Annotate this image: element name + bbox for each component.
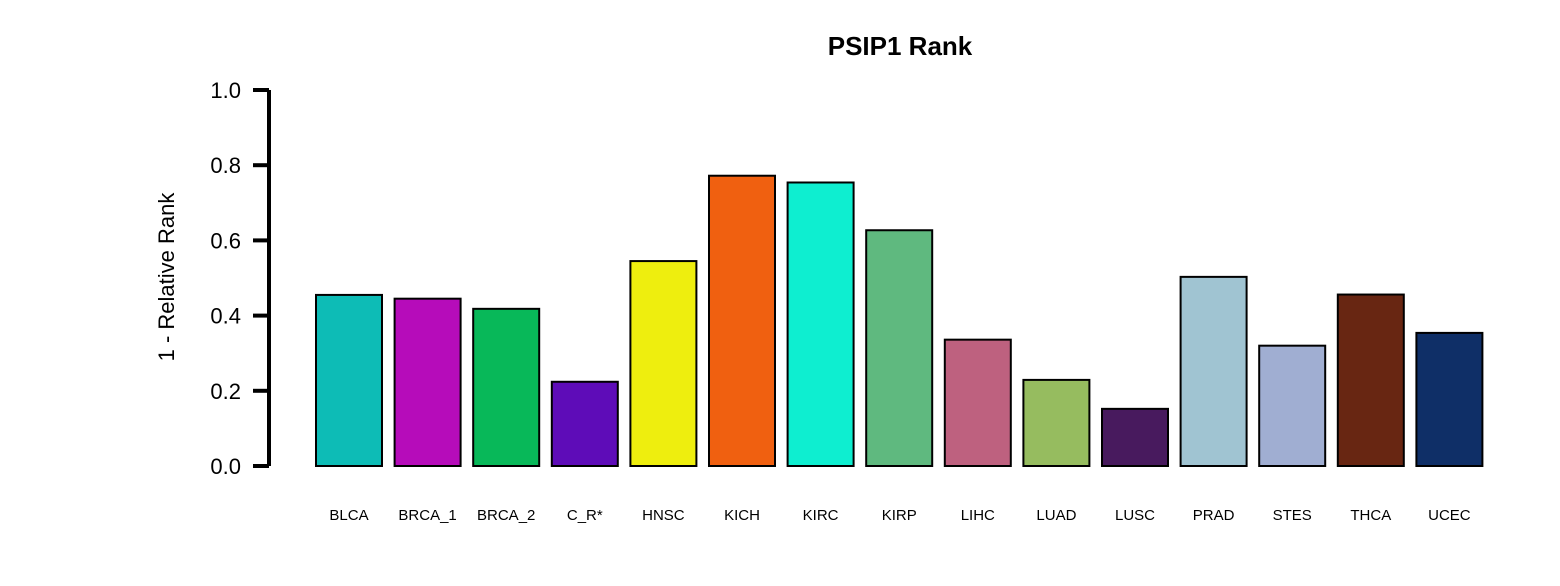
y-tick-label: 0.8 [210,153,241,178]
bar-ucec [1415,331,1484,467]
bars-group [315,174,1484,468]
x-tick-label: BLCA [329,507,368,524]
bar-kich [708,174,776,467]
bar-stes [1258,344,1327,467]
bar-kirc [786,181,855,467]
x-tick-label: KICH [724,507,760,524]
bar-hnsc [629,260,698,467]
bar-brca-1 [393,297,462,467]
y-tick-label: 0.0 [210,454,241,479]
y-tick-label: 1.0 [210,78,241,103]
x-tick-label: LIHC [961,507,995,524]
bar-thca [1336,293,1405,467]
bar-lihc [943,338,1012,467]
bar-c-r [550,380,619,467]
bar-prad [1179,275,1248,468]
x-tick-labels: BLCA BRCA_1 BRCA_2 C_R* HNSC KICH KIRC KIRP LIHC… [329,507,1470,524]
x-tick-label: BRCA_2 [477,507,535,524]
x-tick-label: LUAD [1036,507,1076,524]
bar-luad [1022,378,1091,467]
x-tick-label: KIRP [882,507,917,524]
y-axis: 0.0 0.2 0.4 0.6 0.8 1.0 [210,78,271,479]
x-tick-label: THCA [1350,507,1391,524]
x-tick-label: HNSC [642,507,685,524]
x-tick-label: BRCA_1 [398,507,456,524]
x-tick-label: KIRC [803,507,839,524]
y-tick-label: 0.2 [210,379,241,404]
x-tick-label: LUSC [1115,507,1155,524]
x-tick-label: PRAD [1193,507,1235,524]
y-tick-label: 0.6 [210,228,241,253]
y-axis-label: 1 - Relative Rank [154,192,179,362]
bar-kirp [865,229,934,467]
chart-title: PSIP1 Rank [828,31,973,61]
x-tick-label: STES [1273,507,1312,524]
bar-blca [315,293,383,468]
x-tick-label: C_R* [567,507,603,524]
bar-lusc [1101,407,1169,467]
bar-brca-2 [472,307,541,467]
x-tick-label: UCEC [1428,507,1471,524]
y-tick-label: 0.4 [210,304,241,329]
